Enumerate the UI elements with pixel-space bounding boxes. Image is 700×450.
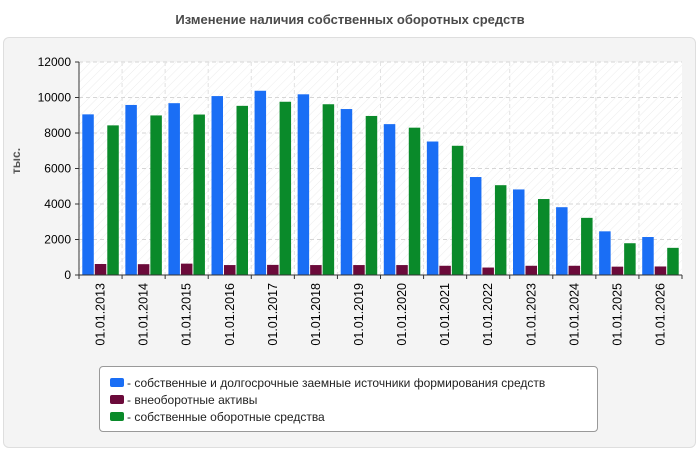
- bar-s0-1: [125, 104, 137, 275]
- legend-swatch-noncurrent-assets: [110, 395, 124, 404]
- x-tick-label: 01.01.2015: [180, 283, 194, 346]
- bar-s0-11: [556, 207, 568, 275]
- legend-item-working-capital: - собственные оборотные средства: [110, 408, 597, 425]
- y-axis-label: тыс.: [9, 148, 23, 174]
- bar-s1-1: [137, 264, 150, 275]
- bar-s1-9: [482, 267, 494, 275]
- bar-s1-4: [267, 264, 279, 275]
- bar-s1-11: [568, 265, 581, 275]
- y-tick-label: 10000: [38, 91, 72, 105]
- bar-s0-3: [211, 96, 223, 275]
- y-tick-label: 2000: [44, 233, 71, 247]
- bar-s2-6: [365, 115, 378, 276]
- y-tick-label: 8000: [44, 126, 71, 140]
- bar-s2-2: [193, 114, 205, 275]
- bar-s2-0: [107, 125, 119, 276]
- bar-s1-0: [94, 263, 107, 275]
- bar-s2-1: [150, 115, 162, 276]
- bar-s1-7: [396, 265, 408, 275]
- bar-s2-7: [408, 127, 421, 275]
- y-tick-label: 12000: [38, 55, 72, 69]
- bar-s0-8: [426, 141, 439, 275]
- x-tick-label: 01.01.2021: [438, 283, 452, 346]
- x-tick-label: 01.01.2016: [223, 283, 237, 346]
- tick-labels: 0 2000 4000 6000 8000 10000 12000 01.01.2013 01.…: [38, 55, 668, 346]
- legend-item-noncurrent-assets: - внеоборотные активы: [110, 391, 597, 408]
- x-tick-label: 01.01.2020: [395, 283, 409, 346]
- bar-s2-12: [624, 243, 636, 275]
- bar-s1-12: [611, 266, 624, 275]
- x-tick-label: 01.01.2018: [309, 283, 323, 346]
- bar-s0-5: [297, 94, 310, 276]
- bar-s2-5: [322, 104, 335, 276]
- bar-s0-13: [642, 237, 654, 275]
- x-tick-label: 01.01.2024: [567, 283, 581, 346]
- y-tick-label: 0: [64, 268, 71, 282]
- bar-s1-2: [180, 263, 193, 275]
- bar-s0-4: [254, 90, 267, 275]
- x-tick-label: 01.01.2019: [352, 283, 366, 346]
- legend-item-sources: - собственные и долгосрочные заемные ист…: [110, 374, 597, 391]
- x-tick-label: 01.01.2022: [481, 283, 495, 346]
- legend-swatch-working-capital: [110, 412, 124, 421]
- bar-s2-4: [279, 101, 292, 275]
- chart-title: Изменение наличия собственных оборотных …: [175, 12, 525, 27]
- x-tick-label: 01.01.2023: [524, 283, 538, 346]
- bar-s1-5: [310, 265, 322, 275]
- x-tick-label: 01.01.2017: [266, 283, 280, 346]
- y-tick-label: 6000: [44, 162, 71, 176]
- bar-s2-10: [538, 199, 550, 275]
- legend: - собственные и долгосрочные заемные ист…: [99, 366, 598, 432]
- bar-s0-9: [469, 177, 482, 275]
- bar-s2-11: [581, 217, 593, 275]
- x-tick-label: 01.01.2026: [653, 283, 667, 346]
- bar-s0-12: [599, 231, 611, 275]
- x-tick-label: 01.01.2025: [610, 283, 624, 346]
- legend-label-sources: - собственные и долгосрочные заемные ист…: [127, 375, 546, 390]
- bar-s0-10: [513, 189, 525, 275]
- bar-s1-13: [654, 266, 667, 275]
- bar-s1-6: [353, 265, 365, 275]
- bars: [82, 90, 679, 276]
- bar-s0-2: [168, 103, 180, 276]
- legend-label-noncurrent-assets: - внеоборотные активы: [127, 392, 258, 407]
- y-tick-label: 4000: [44, 197, 71, 211]
- x-tick-label: 01.01.2014: [137, 283, 151, 346]
- bar-s0-0: [82, 114, 94, 275]
- bar-s2-9: [494, 185, 507, 275]
- legend-swatch-sources: [110, 378, 124, 387]
- axes: [75, 61, 683, 279]
- bar-s0-6: [340, 109, 353, 275]
- bar-s1-8: [439, 265, 451, 275]
- bar-s2-8: [451, 145, 464, 275]
- bar-s0-7: [383, 124, 396, 275]
- legend-label-working-capital: - собственные оборотные средства: [127, 409, 325, 424]
- bar-s2-3: [236, 105, 248, 275]
- x-tick-label: 01.01.2013: [94, 283, 108, 346]
- bar-s1-3: [224, 265, 236, 275]
- bar-s1-10: [525, 265, 537, 275]
- bar-s2-13: [667, 247, 679, 275]
